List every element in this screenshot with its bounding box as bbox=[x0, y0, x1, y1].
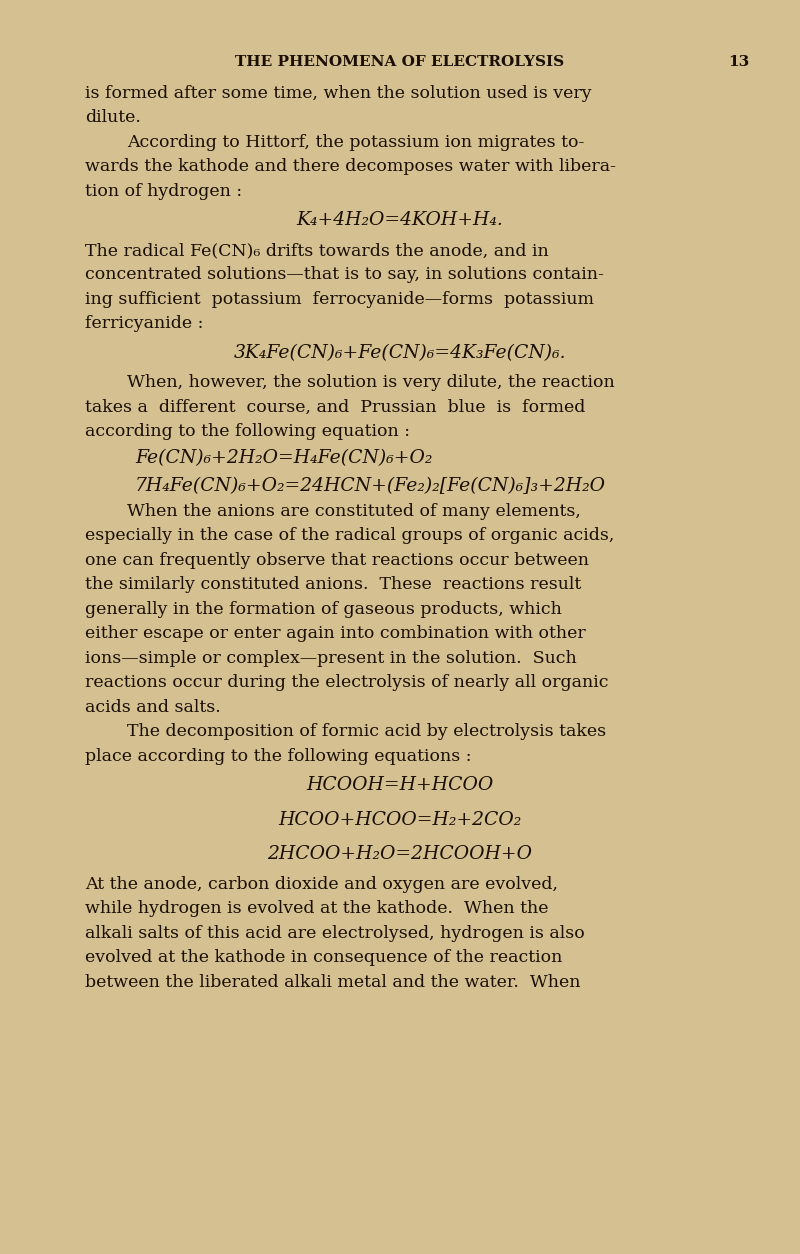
Text: When, however, the solution is very dilute, the reaction: When, however, the solution is very dilu… bbox=[127, 375, 614, 391]
Text: concentrated solutions—that is to say, in solutions contain-: concentrated solutions—that is to say, i… bbox=[85, 267, 604, 283]
Text: ing sufficient  potassium  ferrocyanide—forms  potassium: ing sufficient potassium ferrocyanide—fo… bbox=[85, 291, 594, 308]
Text: generally in the formation of gaseous products, which: generally in the formation of gaseous pr… bbox=[85, 601, 562, 618]
Text: HCOO+HCOO=H₂+2CO₂: HCOO+HCOO=H₂+2CO₂ bbox=[278, 811, 522, 829]
Text: takes a  different  course, and  Prussian  blue  is  formed: takes a different course, and Prussian b… bbox=[85, 399, 586, 416]
Text: 3K₄Fe(CN)₆+Fe(CN)₆=4K₃Fe(CN)₆.: 3K₄Fe(CN)₆+Fe(CN)₆=4K₃Fe(CN)₆. bbox=[234, 344, 566, 362]
Text: When the anions are constituted of many elements,: When the anions are constituted of many … bbox=[127, 503, 581, 520]
Text: place according to the following equations :: place according to the following equatio… bbox=[85, 747, 471, 765]
Text: According to Hittorf, the potassium ion migrates to-: According to Hittorf, the potassium ion … bbox=[127, 134, 584, 150]
Text: acids and salts.: acids and salts. bbox=[85, 698, 221, 716]
Text: wards the kathode and there decomposes water with libera-: wards the kathode and there decomposes w… bbox=[85, 158, 616, 176]
Text: according to the following equation :: according to the following equation : bbox=[85, 424, 410, 440]
Text: 7H₄Fe(CN)₆+O₂=24HCN+(Fe₂)₂[Fe(CN)₆]₃+2H₂O: 7H₄Fe(CN)₆+O₂=24HCN+(Fe₂)₂[Fe(CN)₆]₃+2H₂… bbox=[135, 477, 606, 494]
Text: ferricyanide :: ferricyanide : bbox=[85, 316, 203, 332]
Text: THE PHENOMENA OF ELECTROLYSIS: THE PHENOMENA OF ELECTROLYSIS bbox=[235, 55, 565, 69]
Text: tion of hydrogen :: tion of hydrogen : bbox=[85, 183, 242, 199]
Text: K₄+4H₂O=4KOH+H₄.: K₄+4H₂O=4KOH+H₄. bbox=[297, 212, 503, 229]
Text: between the liberated alkali metal and the water.  When: between the liberated alkali metal and t… bbox=[85, 974, 581, 991]
Text: 13: 13 bbox=[728, 55, 750, 69]
Text: alkali salts of this acid are electrolysed, hydrogen is also: alkali salts of this acid are electrolys… bbox=[85, 925, 585, 942]
Text: Fe(CN)₆+2H₂O=H₄Fe(CN)₆+O₂: Fe(CN)₆+2H₂O=H₄Fe(CN)₆+O₂ bbox=[135, 449, 432, 468]
Text: reactions occur during the electrolysis of nearly all organic: reactions occur during the electrolysis … bbox=[85, 675, 609, 691]
Text: especially in the case of the radical groups of organic acids,: especially in the case of the radical gr… bbox=[85, 528, 614, 544]
Text: The decomposition of formic acid by electrolysis takes: The decomposition of formic acid by elec… bbox=[127, 724, 606, 741]
Text: The radical Fe(CN)₆ drifts towards the anode, and in: The radical Fe(CN)₆ drifts towards the a… bbox=[85, 242, 549, 260]
Text: is formed after some time, when the solution used is very: is formed after some time, when the solu… bbox=[85, 85, 592, 102]
Text: 2HCOO+H₂O=2HCOOH+O: 2HCOO+H₂O=2HCOOH+O bbox=[267, 845, 533, 864]
Text: evolved at the kathode in consequence of the reaction: evolved at the kathode in consequence of… bbox=[85, 949, 562, 967]
Text: while hydrogen is evolved at the kathode.  When the: while hydrogen is evolved at the kathode… bbox=[85, 900, 549, 918]
Text: either escape or enter again into combination with other: either escape or enter again into combin… bbox=[85, 626, 586, 642]
Text: At the anode, carbon dioxide and oxygen are evolved,: At the anode, carbon dioxide and oxygen … bbox=[85, 877, 558, 893]
Text: HCOOH=H+HCOO: HCOOH=H+HCOO bbox=[306, 776, 494, 795]
Text: ions—simple or complex—present in the solution.  Such: ions—simple or complex—present in the so… bbox=[85, 650, 577, 667]
Text: dilute.: dilute. bbox=[85, 109, 141, 127]
Text: the similarly constituted anions.  These  reactions result: the similarly constituted anions. These … bbox=[85, 577, 582, 593]
Text: one can frequently observe that reactions occur between: one can frequently observe that reaction… bbox=[85, 552, 589, 569]
